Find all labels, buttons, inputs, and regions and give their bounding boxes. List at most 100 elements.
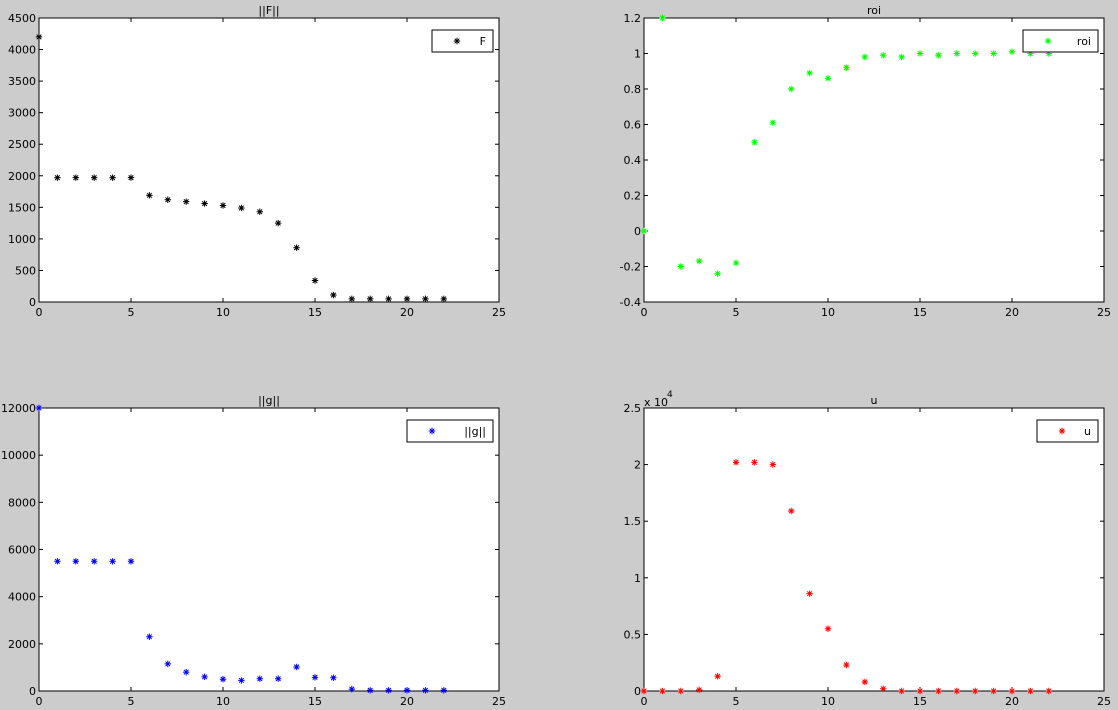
data-point <box>367 687 374 694</box>
subplot-1: 0 5 10 15 20 25 0 500 1000 1500 2000 2500 3000 3500 40… <box>8 4 506 319</box>
data-point <box>238 204 245 212</box>
marker-stroke <box>348 295 355 303</box>
data-point <box>972 50 979 57</box>
marker-stroke <box>640 687 648 695</box>
data-point <box>861 53 868 61</box>
marker-stroke <box>72 174 79 181</box>
marker-stroke <box>843 661 850 669</box>
data-point <box>275 675 282 682</box>
marker-stroke <box>109 174 116 181</box>
data-point <box>72 558 79 565</box>
x-tick-label: 15 <box>308 695 322 708</box>
marker-stroke <box>385 687 392 694</box>
legend-label: ||g|| <box>464 425 486 438</box>
data-point <box>367 295 374 303</box>
marker-stroke <box>127 174 135 181</box>
chart-title: u <box>871 394 878 407</box>
data-point <box>201 200 208 207</box>
data-point <box>714 270 721 277</box>
data-point <box>201 673 208 681</box>
data-point <box>256 208 263 215</box>
subplot-2: 0 5 10 15 20 25 -0.4 -0.2 0 0.2 0.4 0.6 0.8 1 1.2 roi ro… <box>620 4 1111 319</box>
data-point <box>35 33 43 41</box>
data-point <box>824 75 832 82</box>
marker-stroke <box>428 427 436 435</box>
marker-stroke <box>403 295 411 303</box>
marker-stroke <box>127 558 135 565</box>
x-tick-label: 0 <box>641 306 648 319</box>
y-tick-label: 2000 <box>8 638 36 651</box>
y-tick-label: 500 <box>15 264 36 277</box>
legend: roi <box>1022 29 1099 53</box>
data-point <box>183 198 190 205</box>
y-tick-label: 2.5 <box>624 402 642 415</box>
y-tick-label: 2 <box>634 459 641 472</box>
data-point <box>843 64 850 71</box>
marker-stroke <box>677 687 684 695</box>
marker-stroke <box>422 687 429 694</box>
chart-title: ||g|| <box>258 394 280 407</box>
x-tick-label: 20 <box>1005 306 1019 319</box>
marker-stroke <box>146 192 153 199</box>
marker-stroke <box>35 404 43 412</box>
marker-stroke <box>311 277 319 284</box>
marker-stroke <box>311 674 319 681</box>
marker-stroke <box>861 53 868 61</box>
marker-stroke <box>256 208 263 215</box>
marker-stroke <box>1044 37 1052 45</box>
x-tick-label: 5 <box>128 306 135 319</box>
data-point <box>109 558 116 565</box>
data-point <box>677 687 684 695</box>
y-tick-label: 0 <box>634 685 641 698</box>
marker-stroke <box>385 295 392 303</box>
data-point <box>824 625 832 632</box>
x-tick-label: 25 <box>492 306 506 319</box>
data-point <box>696 686 703 694</box>
marker-stroke <box>659 687 666 695</box>
marker-stroke <box>990 50 997 57</box>
marker-stroke <box>54 174 61 181</box>
marker-stroke <box>696 257 703 265</box>
marker-stroke <box>1045 50 1052 57</box>
data-point <box>677 263 684 270</box>
data-point <box>219 676 227 683</box>
data-point <box>880 52 887 59</box>
data-point <box>72 174 79 181</box>
marker-stroke <box>164 196 171 203</box>
marker-stroke <box>990 687 997 695</box>
data-point <box>146 192 153 199</box>
marker-stroke <box>183 198 190 205</box>
data-point <box>640 227 648 235</box>
data-point <box>990 50 997 57</box>
y-tick-label: 0.4 <box>624 154 642 167</box>
data-point <box>385 295 392 303</box>
marker-stroke <box>219 202 227 209</box>
marker-stroke <box>898 687 905 695</box>
data-point <box>659 687 666 695</box>
legend-marker <box>453 37 461 45</box>
x-tick-label: 10 <box>821 306 835 319</box>
marker-stroke <box>35 33 43 41</box>
data-point <box>806 590 813 597</box>
data-point <box>788 507 795 515</box>
y-tick-label: 4000 <box>8 591 36 604</box>
marker-stroke <box>880 52 887 59</box>
marker-stroke <box>640 227 648 235</box>
data-point <box>898 53 905 61</box>
data-point <box>953 687 960 695</box>
y-tick-label: 1.2 <box>624 12 642 25</box>
data-point <box>238 677 245 684</box>
marker-stroke <box>916 687 924 695</box>
x-tick-label: 5 <box>128 695 135 708</box>
legend-box <box>431 29 494 53</box>
data-point <box>843 661 850 669</box>
data-point <box>935 52 942 59</box>
x-tick-label: 5 <box>733 695 740 708</box>
subplot-4: 0 5 10 15 20 25 0 0.5 1 1.5 2 2.5 u x 104 u <box>624 390 1112 708</box>
legend: F <box>431 29 494 53</box>
data-point <box>440 687 447 694</box>
x-tick-label: 10 <box>216 695 230 708</box>
y-tick-label: 0 <box>29 296 36 309</box>
marker-stroke <box>714 673 721 680</box>
